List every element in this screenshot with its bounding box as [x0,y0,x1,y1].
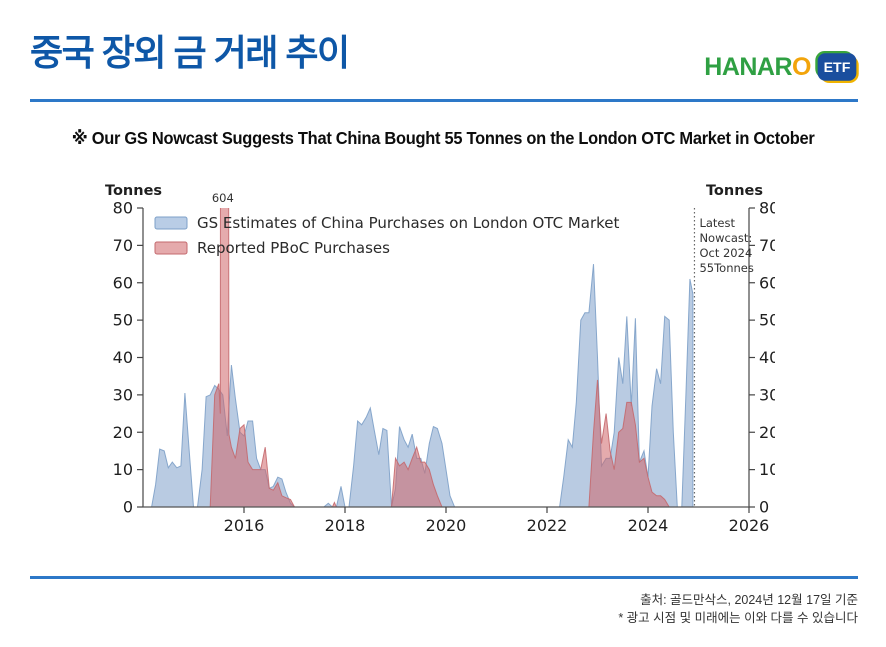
y-tick-label-right: 30 [759,385,775,404]
legend: GS Estimates of China Purchases on Londo… [154,214,620,257]
y-tick-label-right: 10 [759,460,775,479]
y-tick-label-left: 20 [113,423,133,442]
nowcast-text-line: Latest [699,216,735,230]
disclaimer-line: * 광고 시점 및 미래에는 이와 다를 수 있습니다 [618,611,858,625]
chart-subtitle: ※ Our GS Nowcast Suggests That China Bou… [71,128,815,148]
x-tick-label: 2020 [426,516,467,535]
y-tick-label-right: 20 [759,423,775,442]
area-gs-estimates [151,264,694,507]
svg-text:ETF: ETF [824,60,851,76]
y-tick-label-right: 60 [759,273,775,292]
x-tick-label: 2018 [325,516,366,535]
hanaro-brand-text: HANARO [704,52,811,81]
subtitle-row: ※ Our GS Nowcast Suggests That China Bou… [0,128,886,149]
nowcast-text-line: Nowcast: [699,231,752,245]
x-tick-label: 2022 [527,516,568,535]
tick-marks [137,207,755,513]
x-tick-label: 2026 [729,516,770,535]
y-tick-label-right: 80 [759,199,775,218]
y-tick-label-right: 50 [759,311,775,330]
legend-patch [154,241,188,255]
legend-label: GS Estimates of China Purchases on Londo… [197,214,620,232]
y-tick-label-right: 70 [759,236,775,255]
nowcast-text-line: 55Tonnes [699,261,753,275]
hanaro-etf-logo: HANARO ETF [704,50,860,84]
area-pboc-purchases [209,208,670,507]
spike-value-label: 604 [212,191,234,205]
x-tick-label: 2024 [628,516,669,535]
page-title: 중국 장외 금 거래 추이 [30,32,350,73]
legend-label: Reported PBoC Purchases [197,239,390,257]
y-tick-label-left: 80 [113,199,133,218]
y-tick-label-left: 0 [123,498,133,517]
nowcast-text-line: Oct 2024 [699,246,752,260]
etf-badge-icon: ETF [815,50,859,84]
x-tick-label: 2016 [224,516,265,535]
y-tick-label-left: 70 [113,236,133,255]
y-tick-label-left: 30 [113,385,133,404]
y-tick-label-right: 40 [759,348,775,367]
axis-title-left: Tonnes [105,183,162,199]
y-tick-label-right: 0 [759,498,769,517]
legend-patch [154,216,188,230]
y-tick-label-left: 60 [113,273,133,292]
footer-note: 출처: 골드만삭스, 2024년 12월 17일 기준 * 광고 시점 및 미래… [618,591,858,627]
footer-divider [30,576,858,579]
area-series-group [151,208,694,507]
y-tick-label-left: 50 [113,311,133,330]
source-line: 출처: 골드만삭스, 2024년 12월 17일 기준 [640,593,858,607]
header-divider [30,99,858,102]
axis-title-right: Tonnes [706,183,763,199]
y-tick-label-left: 10 [113,460,133,479]
y-tick-label-left: 40 [113,348,133,367]
